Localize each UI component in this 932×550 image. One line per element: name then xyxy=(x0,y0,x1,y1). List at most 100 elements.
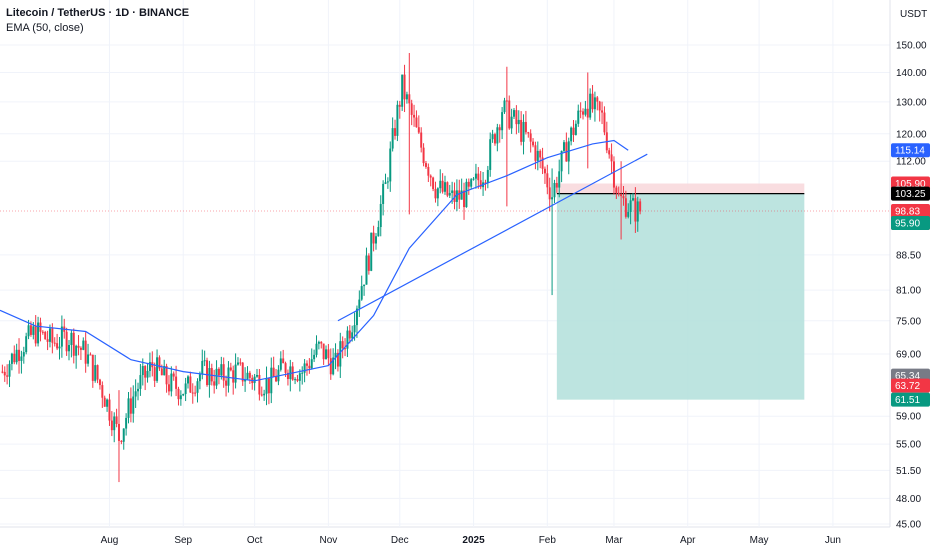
candle-body-up xyxy=(270,367,273,394)
currency-unit-label[interactable]: USDT xyxy=(900,9,927,20)
candle-body-down xyxy=(232,370,235,383)
candle-body-down xyxy=(427,166,430,176)
candle-body-up xyxy=(513,110,516,117)
x-tick-label: 2025 xyxy=(462,535,485,546)
price-badge[interactable] xyxy=(891,186,930,201)
y-tick-label: 55.00 xyxy=(896,440,921,451)
candle-body-up xyxy=(317,341,320,344)
candle-body-up xyxy=(522,121,525,142)
candle-body-up xyxy=(325,349,328,360)
price-badge[interactable] xyxy=(891,392,930,407)
candle-body-up xyxy=(113,416,116,431)
ema-indicator-label[interactable]: EMA (50, close) xyxy=(6,22,84,34)
candle-body-up xyxy=(303,363,306,373)
stop-loss-zone[interactable] xyxy=(556,183,805,194)
candle-body-down xyxy=(108,399,111,421)
candle-body-up xyxy=(22,352,25,357)
candle-body-up xyxy=(474,173,477,179)
candle-body-up xyxy=(365,255,368,285)
candle-body-down xyxy=(415,117,418,128)
candle-body-down xyxy=(320,341,323,344)
candle-body-up xyxy=(122,428,125,442)
price-badge[interactable] xyxy=(891,143,930,158)
trendline[interactable] xyxy=(337,153,648,322)
candle-body-up xyxy=(315,343,318,355)
candle-body-down xyxy=(239,362,242,364)
y-tick-label: 81.00 xyxy=(896,286,921,297)
candle-body-up xyxy=(501,112,504,131)
candle-body-down xyxy=(327,349,330,359)
candle-body-up xyxy=(279,358,282,370)
candle-body-up xyxy=(593,97,596,110)
symbol-title[interactable]: Litecoin / TetherUS · 1D · BINANCE xyxy=(6,7,190,19)
price-badge[interactable] xyxy=(891,378,930,393)
candle-body-down xyxy=(441,180,444,192)
candle-body-down xyxy=(322,343,325,360)
candle-body-up xyxy=(310,359,313,369)
position-zones[interactable] xyxy=(0,183,890,400)
y-tick-label: 88.50 xyxy=(896,250,921,261)
price-badge[interactable] xyxy=(891,215,930,230)
y-tick-label: 130.00 xyxy=(896,97,927,108)
candle-body-up xyxy=(265,378,268,394)
candle-body-up xyxy=(363,284,366,287)
candle-body-up xyxy=(353,325,356,333)
y-tick-label: 120.00 xyxy=(896,129,927,140)
candle-body-down xyxy=(129,398,132,414)
price-badge-value: 105.90 xyxy=(895,179,926,190)
candle-body-up xyxy=(636,201,639,222)
candle-body-up xyxy=(334,352,337,358)
ema-50-line[interactable] xyxy=(0,139,629,382)
candle-body-up xyxy=(184,383,187,394)
candle-body-down xyxy=(620,194,623,197)
candle-body-down xyxy=(29,325,32,335)
candle-body-down xyxy=(110,420,113,431)
candle-body-down xyxy=(165,365,168,385)
candle-body-down xyxy=(46,339,49,342)
candle-body-up xyxy=(577,110,580,124)
candle-body-down xyxy=(101,385,104,398)
candle-body-up xyxy=(382,183,385,204)
candle-body-up xyxy=(405,94,408,100)
candle-body-down xyxy=(6,375,9,377)
candle-body-up xyxy=(141,366,144,376)
candle-body-down xyxy=(467,181,470,187)
candle-body-up xyxy=(470,179,473,187)
candle-body-down xyxy=(341,341,344,349)
candle-body-down xyxy=(329,358,332,375)
candle-body-up xyxy=(455,190,458,202)
candle-body-down xyxy=(463,190,466,208)
take-profit-zone[interactable] xyxy=(556,193,805,400)
candle-body-up xyxy=(391,128,394,149)
candle-body-down xyxy=(144,366,147,378)
candle-body-down xyxy=(622,196,625,199)
x-tick-label: Nov xyxy=(319,535,337,546)
candle-body-down xyxy=(344,348,347,350)
candle-body-down xyxy=(96,365,99,380)
candle-body-up xyxy=(87,354,90,364)
candle-body-down xyxy=(34,326,37,344)
candle-body-up xyxy=(201,360,204,375)
candle-body-down xyxy=(284,363,287,373)
candle-body-down xyxy=(493,134,496,144)
candle-body-down xyxy=(89,354,92,356)
price-axis[interactable]: 150.00 140.00 130.00 120.00 112.00 88.50 81.00… xyxy=(891,9,932,531)
candle-body-down xyxy=(432,177,435,190)
candle-body-up xyxy=(360,286,363,300)
time-axis[interactable]: Aug Sep Oct Nov Dec 2025 Feb Mar Apr May Jun xyxy=(101,535,841,546)
indicator-lines xyxy=(0,139,648,382)
candle-body-down xyxy=(582,111,585,115)
candle-body-down xyxy=(115,416,118,424)
candle-body-down xyxy=(534,145,537,161)
candle-body-down xyxy=(424,163,427,167)
candle-body-down xyxy=(98,379,101,386)
candle-body-up xyxy=(137,388,140,392)
candle-body-down xyxy=(286,372,289,380)
candle-body-down xyxy=(546,173,549,188)
candle-body-up xyxy=(472,178,475,180)
candle-body-down xyxy=(624,198,627,217)
candle-body-down xyxy=(206,360,209,386)
candle-body-up xyxy=(8,363,11,377)
candle-body-up xyxy=(486,169,489,183)
